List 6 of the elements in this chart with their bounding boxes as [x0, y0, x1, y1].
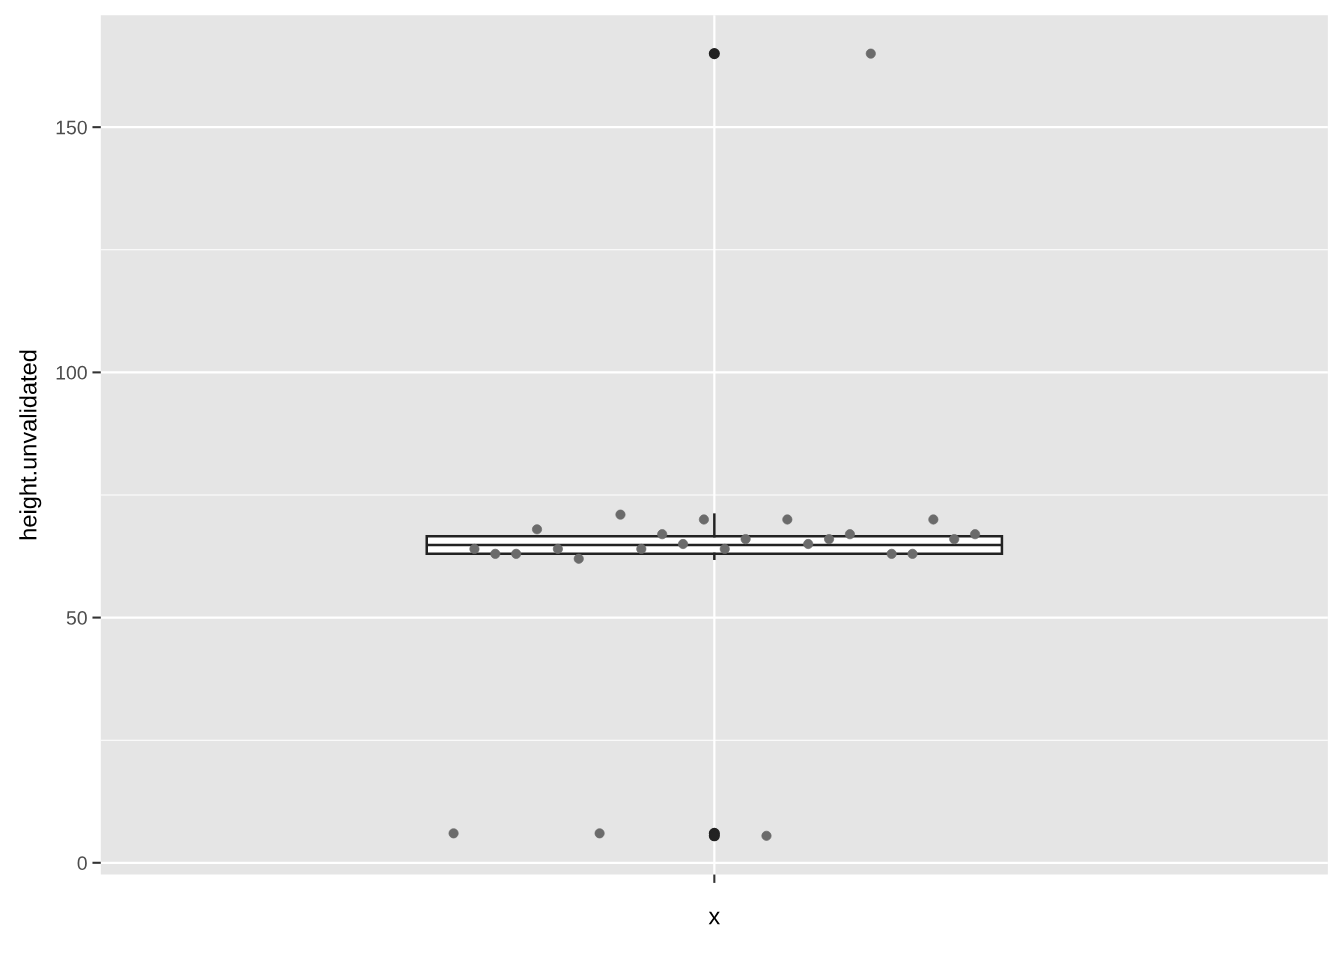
y-tick-label: 0	[77, 856, 87, 871]
y-tick-label: 150	[56, 120, 87, 135]
y-axis-title: height.unvalidated	[19, 350, 42, 540]
y-tick-label: 50	[66, 611, 87, 625]
x-axis-title: x	[708, 911, 720, 925]
y-tick-label: 100	[56, 365, 87, 380]
